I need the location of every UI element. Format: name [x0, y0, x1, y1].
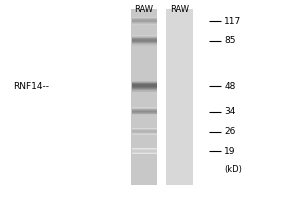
Bar: [132, 153, 157, 154]
Bar: [132, 20, 157, 21]
Bar: [132, 44, 157, 46]
Bar: [132, 85, 157, 87]
Bar: [132, 114, 157, 115]
Bar: [132, 87, 157, 89]
Bar: [132, 35, 157, 37]
Bar: [132, 36, 157, 38]
Bar: [131, 9, 158, 185]
Bar: [132, 82, 157, 83]
Bar: [132, 111, 157, 112]
Bar: [132, 109, 157, 111]
Bar: [132, 42, 157, 43]
Bar: [132, 22, 157, 24]
Bar: [132, 152, 157, 153]
Text: 19: 19: [224, 147, 236, 156]
Bar: [132, 43, 157, 45]
Bar: [132, 148, 157, 149]
Bar: [132, 19, 157, 20]
Bar: [132, 112, 157, 114]
Bar: [132, 40, 157, 42]
Bar: [132, 90, 157, 92]
Bar: [132, 108, 157, 109]
Bar: [132, 83, 157, 84]
Bar: [132, 113, 157, 114]
Bar: [132, 151, 157, 152]
Bar: [132, 132, 157, 133]
Bar: [132, 112, 157, 113]
Bar: [132, 109, 157, 110]
Text: 48: 48: [224, 82, 236, 91]
Bar: [132, 134, 157, 135]
Bar: [132, 130, 157, 131]
Bar: [132, 81, 157, 83]
Bar: [132, 132, 157, 133]
Bar: [132, 151, 157, 152]
Text: 34: 34: [224, 107, 236, 116]
Bar: [132, 89, 157, 91]
Bar: [132, 149, 157, 150]
Bar: [132, 130, 157, 132]
Bar: [132, 21, 157, 22]
Bar: [132, 152, 157, 153]
Bar: [132, 83, 157, 85]
Bar: [132, 42, 157, 44]
Bar: [132, 23, 157, 24]
Bar: [132, 22, 157, 23]
Bar: [132, 150, 157, 151]
Bar: [132, 129, 157, 130]
Bar: [132, 37, 157, 38]
Bar: [132, 114, 157, 116]
Bar: [132, 17, 157, 18]
Text: 26: 26: [224, 127, 236, 136]
Bar: [132, 133, 157, 134]
Text: 117: 117: [224, 17, 242, 26]
Bar: [132, 86, 157, 88]
Text: (kD): (kD): [224, 165, 242, 174]
Bar: [132, 111, 157, 112]
Bar: [166, 9, 193, 185]
Bar: [132, 17, 157, 18]
Bar: [132, 20, 157, 22]
Bar: [132, 153, 157, 154]
Text: RAW: RAW: [135, 5, 154, 14]
Bar: [132, 110, 157, 111]
Bar: [132, 39, 157, 41]
Bar: [132, 128, 157, 129]
Bar: [132, 84, 157, 86]
Bar: [132, 128, 157, 129]
Text: RAW: RAW: [170, 5, 189, 14]
Bar: [132, 150, 157, 151]
Bar: [132, 41, 157, 42]
Bar: [132, 149, 157, 150]
Bar: [132, 38, 157, 39]
Bar: [132, 148, 157, 149]
Bar: [132, 18, 157, 20]
Bar: [132, 107, 157, 109]
Bar: [132, 133, 157, 134]
Bar: [132, 131, 157, 132]
Text: 85: 85: [224, 36, 236, 45]
Bar: [132, 24, 157, 25]
Bar: [132, 38, 157, 40]
Bar: [132, 129, 157, 130]
Bar: [132, 88, 157, 90]
Text: RNF14--: RNF14--: [13, 82, 49, 91]
Bar: [132, 18, 157, 19]
Bar: [132, 80, 157, 82]
